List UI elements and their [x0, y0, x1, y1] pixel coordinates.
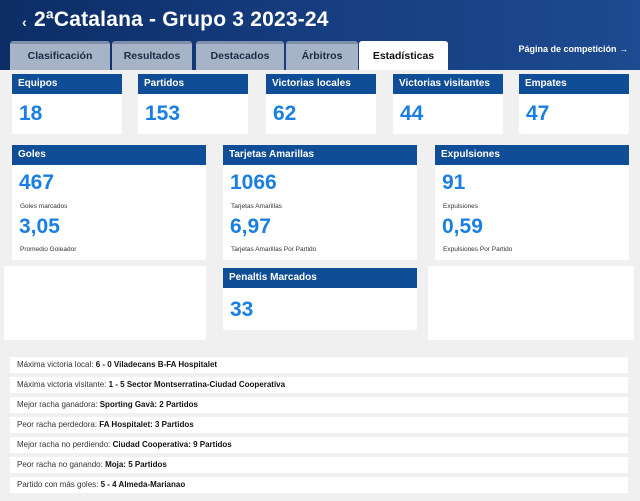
record-label: Peor racha perdedora: — [17, 420, 100, 429]
list-item: Peor racha no ganando: Moja: 5 Partidos — [10, 457, 628, 473]
stat-caption: Expulsiones — [443, 203, 479, 210]
record-label: Partido con más goles: — [17, 480, 101, 489]
stat-value: 47 — [526, 102, 550, 125]
records-list: Máxima victoria local: 6 - 0 Viladecans … — [10, 352, 628, 497]
list-item: Peor racha perdedora: FA Hospitalet: 3 P… — [10, 417, 628, 433]
record-label: Mejor racha no perdiendo: — [17, 440, 113, 449]
list-item: Mejor racha no perdiendo: Ciudad Coopera… — [10, 437, 628, 453]
card-victorias-locales: Victorias locales 62 — [266, 74, 376, 134]
stat-average: 6,97 — [230, 215, 271, 238]
card-empates: Empates 47 — [519, 74, 629, 134]
record-value: 6 - 0 Viladecans B-FA Hospitalet — [95, 360, 218, 369]
empty-panel-left — [4, 266, 206, 340]
card-title: Victorias locales — [266, 74, 376, 94]
competition-page-link[interactable]: Página de competición → — [518, 44, 628, 54]
record-value: Moja: 5 Partidos — [105, 460, 167, 469]
stat-average: 0,59 — [442, 215, 483, 238]
card-expulsiones: Expulsiones 91 Expulsiones 0,59 Expulsio… — [435, 145, 629, 260]
card-title: Goles — [12, 145, 206, 165]
card-penaltis: Penaltis Marcados 33 — [223, 268, 417, 330]
record-value: Ciudad Cooperativa: 9 Partidos — [112, 440, 232, 449]
record-label: Máxima victoria local: — [17, 360, 96, 369]
stat-caption: Goles marcados — [20, 203, 68, 210]
card-partidos: Partidos 153 — [138, 74, 248, 134]
card-title: Penaltis Marcados — [223, 268, 417, 288]
list-item: Mejor racha ganadora: Sporting Gavà: 2 P… — [10, 397, 628, 413]
card-title: Empates — [519, 74, 629, 94]
tab-destacados[interactable]: Destacados — [196, 41, 284, 70]
card-title: Tarjetas Amarillas — [223, 145, 417, 165]
tab-resultados[interactable]: Resultados — [112, 41, 192, 70]
stat-caption: Expulsiones Por Partido — [443, 246, 513, 253]
card-goles: Goles 467 Goles marcados 3,05 Promedio G… — [12, 145, 206, 260]
stat-value: 467 — [19, 171, 55, 194]
stat-caption: Tarjetas Amarillas — [231, 203, 282, 210]
stat-value: 33 — [230, 298, 254, 321]
stat-value: 62 — [273, 102, 297, 125]
stat-value: 1066 — [230, 171, 277, 194]
list-item: Partido con más goles: 5 - 4 Almeda-Mari… — [10, 477, 628, 493]
card-equipos: Equipos 18 — [12, 74, 122, 134]
card-title: Partidos — [138, 74, 248, 94]
stat-caption: Promedio Goleador — [20, 246, 77, 253]
card-victorias-visitantes: Victorias visitantes 44 — [393, 74, 503, 134]
stat-value: 91 — [442, 171, 466, 194]
record-value: 5 - 4 Almeda-Marianao — [100, 480, 186, 489]
back-chevron-icon[interactable]: ‹ — [22, 14, 27, 30]
card-title: Equipos — [12, 74, 122, 94]
list-item: Máxima victoria local: 6 - 0 Viladecans … — [10, 357, 628, 373]
stat-caption: Tarjetas Amarillas Por Partido — [231, 246, 317, 253]
stat-value: 153 — [145, 102, 181, 125]
record-label: Máxima victoria visitante: — [17, 380, 109, 389]
tab-arbitros[interactable]: Árbitros — [286, 41, 358, 70]
record-value: FA Hospitalet: 3 Partidos — [99, 420, 194, 429]
page-title: 2ªCatalana - Grupo 3 2023-24 — [34, 8, 329, 31]
empty-panel-right — [428, 266, 634, 340]
list-item: Máxima victoria visitante: 1 - 5 Sector … — [10, 377, 628, 393]
tab-clasificacion[interactable]: Clasificación — [10, 41, 110, 70]
tab-estadisticas[interactable]: Estadísticas — [359, 41, 448, 70]
record-value: Sporting Gavà: 2 Partidos — [99, 400, 198, 409]
stat-value: 44 — [400, 102, 424, 125]
stat-average: 3,05 — [19, 215, 60, 238]
card-title: Victorias visitantes — [393, 74, 503, 94]
record-label: Mejor racha ganadora: — [17, 400, 100, 409]
card-tarjetas-amarillas: Tarjetas Amarillas 1066 Tarjetas Amarill… — [223, 145, 417, 260]
record-value: 1 - 5 Sector Montserratina-Ciudad Cooper… — [108, 380, 286, 389]
competition-header: ‹ 2ªCatalana - Grupo 3 2023-24 Clasifica… — [0, 0, 640, 70]
stat-value: 18 — [19, 102, 43, 125]
card-title: Expulsiones — [435, 145, 629, 165]
record-label: Peor racha no ganando: — [17, 460, 106, 469]
